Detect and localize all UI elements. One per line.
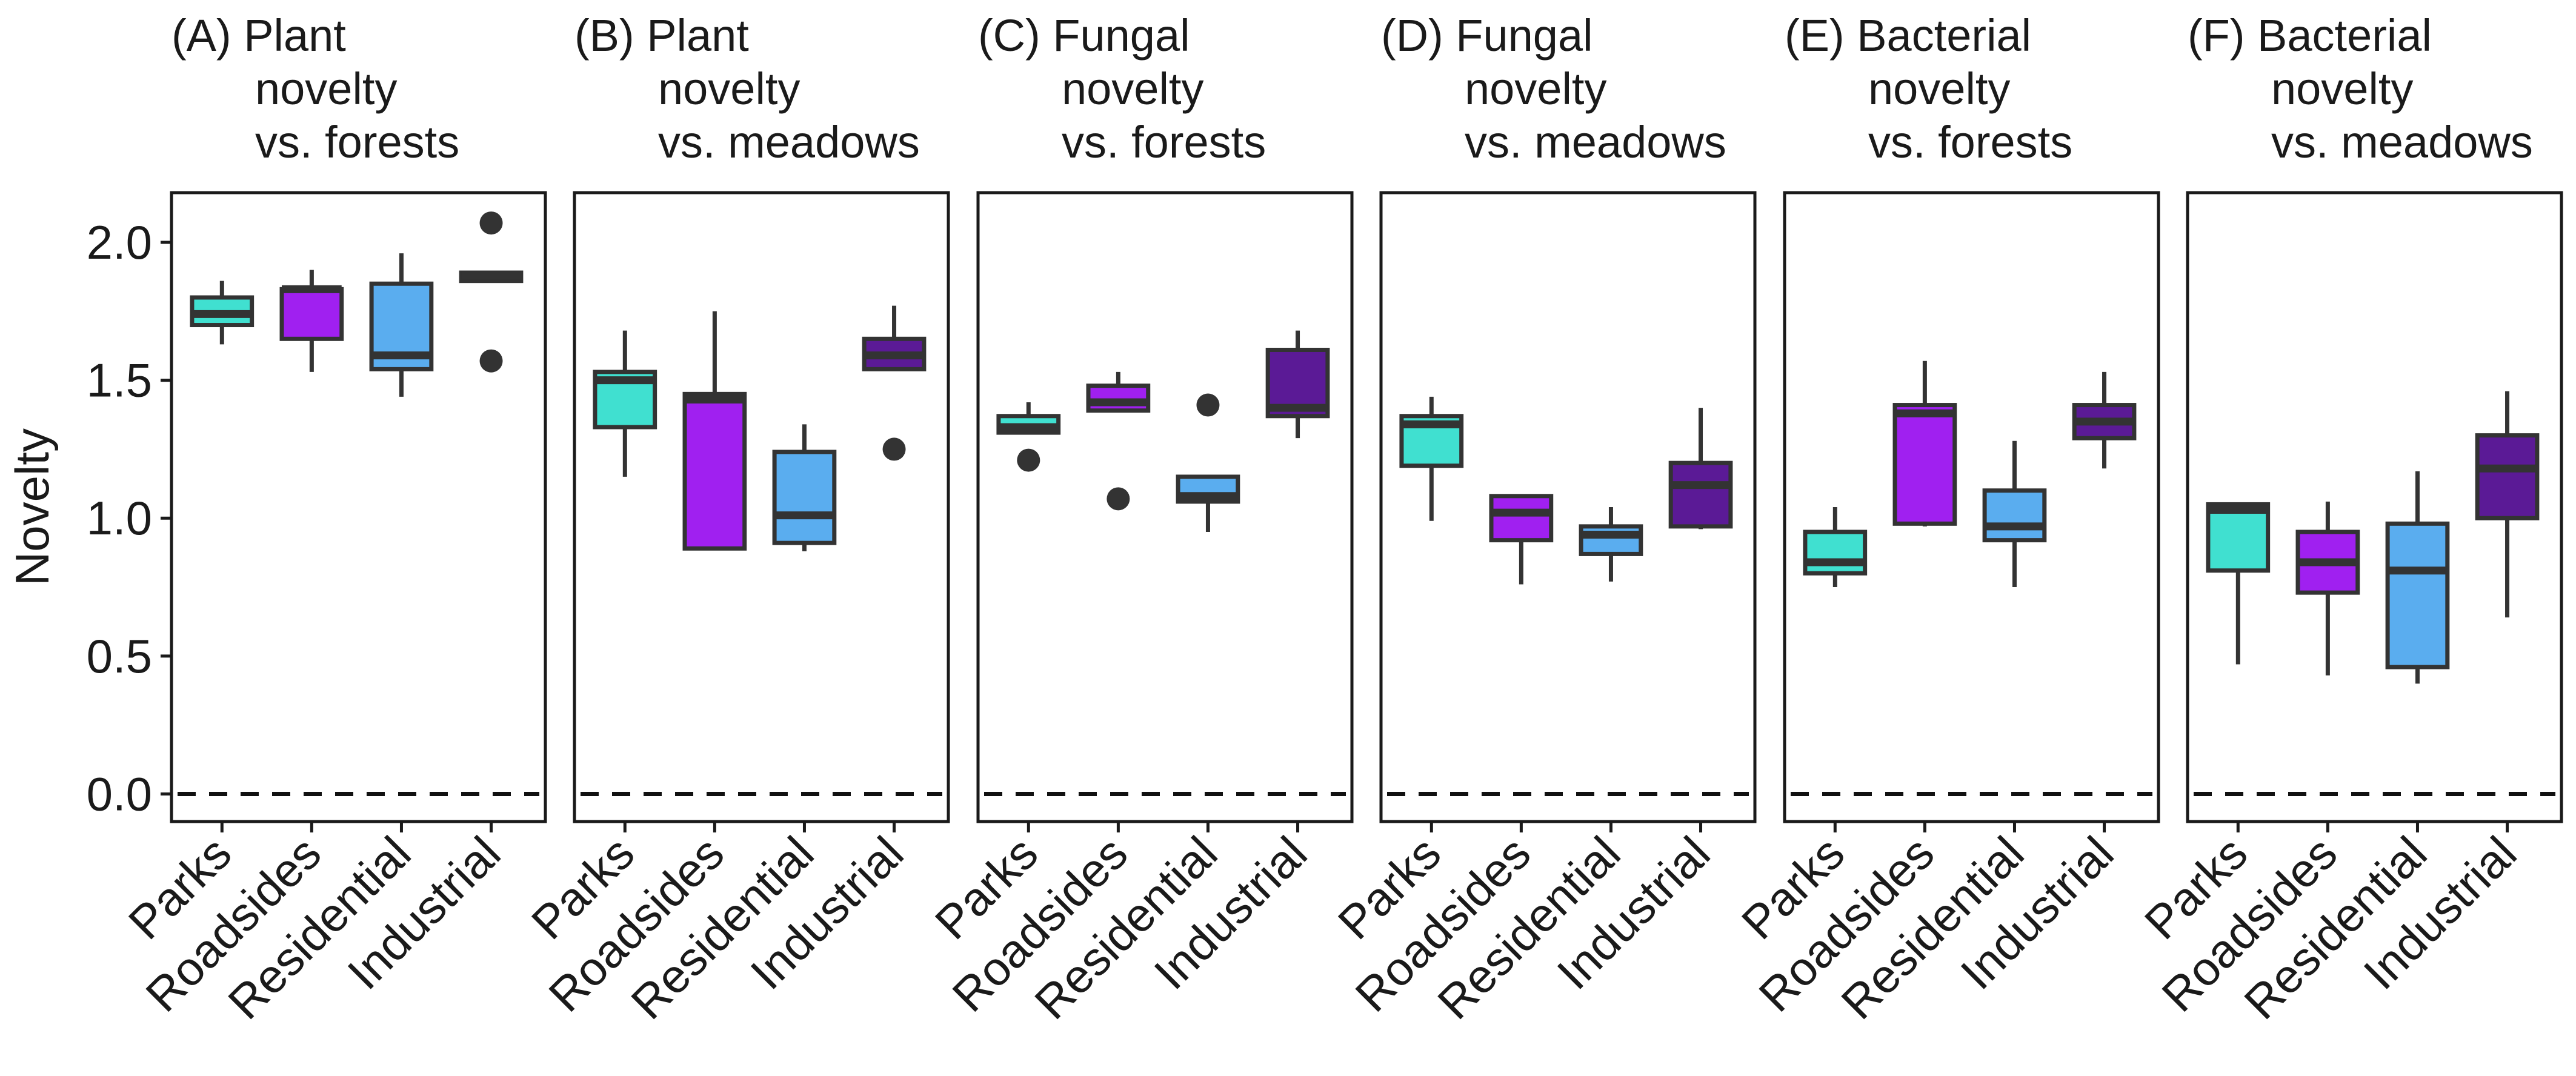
box-body	[2206, 502, 2271, 573]
box-parks	[1399, 396, 1464, 521]
box-parks	[190, 281, 255, 345]
box-roadsides	[1086, 371, 1151, 511]
panel-frame	[573, 191, 950, 823]
panel-frame	[1379, 191, 1757, 823]
panel-title-line: vs. meadows	[1465, 117, 1726, 167]
panel-title-label: (D) Fungal	[1381, 10, 1593, 61]
panel-title-label: (E) Bacterial	[1785, 10, 2031, 61]
box-roadsides	[1489, 494, 1554, 585]
y-tick-label: 2.0	[87, 216, 152, 269]
box-industrial	[1668, 408, 1733, 530]
panel-title-line: novelty	[658, 64, 800, 114]
box-body	[2475, 433, 2540, 520]
box-residential	[772, 424, 837, 551]
box-body	[682, 391, 747, 551]
outlier-point	[1196, 393, 1220, 417]
box-industrial	[1265, 330, 1330, 439]
panel-title-line: vs. forests	[1868, 117, 2072, 167]
box-residential	[369, 253, 434, 397]
outlier-point	[1017, 448, 1040, 472]
panel-title-line: vs. forests	[255, 117, 459, 167]
box-roadsides	[1892, 360, 1957, 526]
box-parks	[996, 402, 1061, 472]
panel-title-line: novelty	[1062, 64, 1203, 114]
box-body	[279, 287, 344, 341]
panel-title-line: vs. meadows	[2271, 117, 2533, 167]
box-body	[1489, 494, 1554, 543]
box-roadsides	[2295, 501, 2360, 676]
box-roadsides	[279, 270, 344, 372]
y-tick-label: 0.0	[87, 767, 152, 820]
box-body	[1892, 403, 1957, 526]
panel-frame	[2186, 191, 2563, 823]
box-industrial	[459, 211, 524, 373]
box-industrial	[2072, 371, 2137, 469]
box-parks	[593, 330, 657, 477]
box-roadsides	[682, 311, 747, 551]
panel-title-line: novelty	[1465, 64, 1606, 114]
box-body	[1982, 488, 2047, 543]
panel-title-line: novelty	[255, 64, 397, 114]
y-tick-label: 0.5	[87, 629, 152, 683]
box-body	[1668, 460, 1733, 529]
panel-frame	[170, 191, 547, 823]
box-body	[772, 450, 837, 545]
outlier-point	[1107, 487, 1130, 511]
panel-title-line: novelty	[2271, 64, 2413, 114]
box-residential	[1982, 440, 2047, 588]
y-tick-label: 1.5	[87, 354, 152, 407]
box-industrial	[2475, 391, 2540, 618]
panel-title-label: (B) Plant	[574, 10, 749, 61]
outlier-point	[479, 349, 503, 373]
box-body	[1086, 384, 1151, 413]
box-body	[1803, 530, 1868, 576]
panel-title-label: (F) Bacterial	[2188, 10, 2432, 61]
box-residential	[2385, 471, 2450, 684]
panel-frame	[976, 191, 1354, 823]
outlier-point	[882, 437, 906, 461]
panel-title-label: (A) Plant	[171, 10, 346, 61]
box-body	[1579, 524, 1643, 556]
panel-title-line: vs. forests	[1062, 117, 1266, 167]
y-tick-label: 1.0	[87, 491, 152, 545]
panel-title-label: (C) Fungal	[978, 10, 1190, 61]
panel-title-line: novelty	[1868, 64, 2010, 114]
box-residential	[1176, 393, 1240, 532]
outlier-point	[479, 211, 503, 235]
box-parks	[2206, 502, 2271, 665]
box-body	[2385, 521, 2450, 669]
box-parks	[1803, 507, 1868, 588]
panel-frame	[1783, 191, 2160, 823]
panel-title-line: vs. meadows	[658, 117, 920, 167]
y-axis-title: Novelty	[5, 428, 59, 586]
box-residential	[1579, 507, 1643, 582]
box-industrial	[862, 305, 927, 461]
